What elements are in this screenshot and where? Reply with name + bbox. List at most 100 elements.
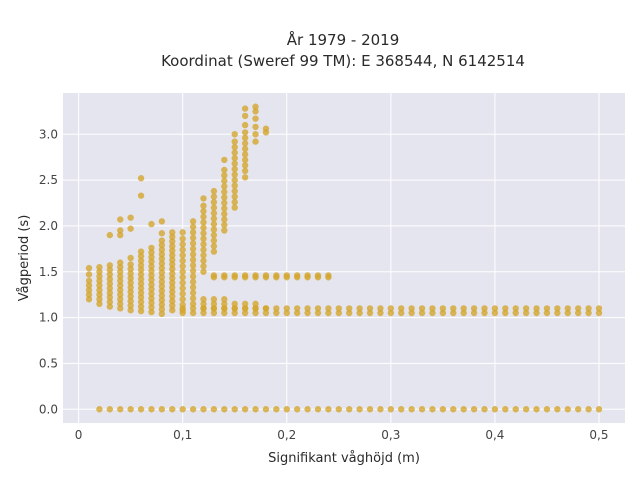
scatter-point <box>96 300 103 308</box>
scatter-point <box>127 254 134 262</box>
scatter-point <box>169 247 176 254</box>
scatter-point <box>137 252 145 260</box>
x-tick-label: 0,1 <box>173 428 192 442</box>
scatter-point <box>137 280 145 287</box>
scatter-point <box>189 267 197 275</box>
scatter-point <box>106 289 114 297</box>
scatter-point <box>210 296 218 303</box>
scatter-point <box>450 305 457 312</box>
scatter-point <box>325 309 332 317</box>
scatter-point <box>231 193 238 200</box>
scatter-point <box>314 309 322 317</box>
scatter-point <box>169 274 176 282</box>
scatter-point <box>304 309 311 317</box>
scatter-point <box>127 274 134 282</box>
scatter-point <box>200 224 207 231</box>
scatter-point <box>533 305 540 312</box>
scatter-point <box>533 406 540 413</box>
y-tick-label: 3.0 <box>39 127 58 141</box>
scatter-point <box>241 162 249 169</box>
scatter-point <box>96 291 103 298</box>
scatter-point <box>200 263 207 270</box>
scatter-point <box>200 305 207 312</box>
scatter-point <box>210 231 218 239</box>
scatter-point <box>189 256 197 264</box>
scatter-point <box>564 305 571 312</box>
scatter-point <box>210 220 218 228</box>
scatter-point <box>408 406 415 413</box>
scatter-point <box>189 300 197 308</box>
scatter-point <box>231 149 238 156</box>
scatter-point <box>564 406 571 413</box>
scatter-point <box>96 282 103 289</box>
scatter-point <box>169 284 176 291</box>
scatter-point <box>189 273 197 280</box>
scatter-point <box>85 296 93 303</box>
scatter-point <box>127 265 134 273</box>
scatter-point <box>117 286 124 294</box>
scatter-point <box>398 406 405 413</box>
scatter-point <box>117 259 124 266</box>
scatter-point <box>148 267 155 275</box>
scatter-point <box>231 309 238 317</box>
scatter-point <box>585 305 592 312</box>
scatter-point <box>470 309 478 317</box>
scatter-point <box>241 112 249 120</box>
scatter-point <box>439 305 447 312</box>
scatter-point <box>127 307 134 314</box>
scatter-point <box>262 305 270 312</box>
scatter-point <box>231 305 238 312</box>
scatter-point <box>387 406 395 413</box>
scatter-point <box>252 123 259 131</box>
scatter-point <box>314 272 322 279</box>
scatter-point <box>221 406 228 413</box>
scatter-point <box>200 296 207 303</box>
grid-lines <box>63 93 625 423</box>
scatter-point <box>158 306 166 313</box>
scatter-point <box>221 183 228 190</box>
scatter-point <box>158 218 166 225</box>
scatter-point <box>158 237 166 244</box>
scatter-point <box>241 151 249 158</box>
scatter-point <box>335 309 342 317</box>
scatter-point <box>169 261 176 268</box>
scatter-point <box>117 273 124 280</box>
scatter-point <box>96 263 103 271</box>
scatter-point <box>564 309 571 317</box>
scatter-point <box>169 252 176 259</box>
scatter-point <box>231 171 238 178</box>
scatter-point <box>356 309 363 317</box>
scatter-point <box>429 406 436 413</box>
scatter-point <box>189 406 197 413</box>
scatter-point <box>210 226 218 233</box>
scatter-point <box>179 229 186 236</box>
scatter-point <box>470 305 478 312</box>
scatter-point <box>241 272 249 279</box>
scatter-point <box>221 305 228 312</box>
scatter-point <box>387 309 395 317</box>
scatter-point <box>241 145 249 153</box>
scatter-point <box>179 279 186 286</box>
scatter-point <box>158 251 166 258</box>
scatter-point <box>325 305 332 312</box>
scatter-point <box>231 272 238 279</box>
scatter-point <box>179 290 186 297</box>
scatter-point <box>210 198 218 206</box>
scatter-point <box>221 172 228 179</box>
scatter-point <box>137 192 145 199</box>
scatter-point <box>148 295 155 302</box>
scatter-point <box>241 105 249 112</box>
scatter-point <box>574 309 582 317</box>
x-tick-label: 0,3 <box>381 428 400 442</box>
scatter-point <box>179 263 186 270</box>
chart-title-line-1: År 1979 - 2019 <box>287 30 400 49</box>
scatter-point <box>252 131 259 138</box>
scatter-point <box>325 406 332 413</box>
scatter-point <box>325 272 332 279</box>
scatter-point <box>595 309 603 317</box>
scatter-point <box>106 280 114 287</box>
scatter-point <box>356 305 363 312</box>
scatter-point <box>189 240 197 247</box>
scatter-point <box>356 406 363 413</box>
